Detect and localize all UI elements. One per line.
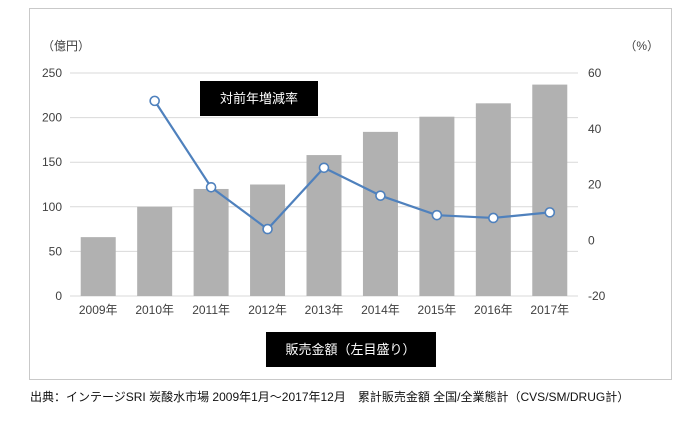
left-axis-tick: 50 <box>49 244 63 258</box>
x-axis-label: 2017年 <box>530 303 569 317</box>
combo-chart: 0 50 100 150 200 250 -20 0 20 40 60 2009年 2010年 2011年… <box>42 66 606 317</box>
x-axis-label: 2016年 <box>474 303 513 317</box>
left-axis-tick: 150 <box>42 155 62 169</box>
yoy-rate-marker <box>318 162 330 174</box>
sales-bar <box>362 131 398 296</box>
left-axis-unit-label: （億円） <box>42 39 91 53</box>
right-axis-tick: 20 <box>588 178 602 192</box>
source-caption: 出典：インテージSRI 炭酸水市場 2009年1月～2017年12月 累計販売金… <box>30 390 630 404</box>
left-axis-tick: 100 <box>42 200 62 214</box>
sales-bar <box>80 237 116 296</box>
x-axis-label: 2012年 <box>248 303 287 317</box>
bar-series-legend: 販売金額（左目盛り） <box>265 332 436 367</box>
right-axis-tick: 60 <box>588 66 602 80</box>
x-axis-label: 2009年 <box>79 303 118 317</box>
yoy-rate-marker <box>205 181 217 193</box>
right-axis-unit-label: （%） <box>624 39 659 53</box>
x-axis-label: 2015年 <box>418 303 457 317</box>
yoy-rate-marker <box>431 209 443 221</box>
sales-bar <box>137 206 173 296</box>
yoy-rate-line <box>153 100 550 231</box>
yoy-rate-marker <box>149 95 160 107</box>
x-axis-label: 2010年 <box>135 303 174 317</box>
sales-bar <box>306 155 342 296</box>
yoy-rate-marker <box>488 212 499 224</box>
right-axis-tick: 0 <box>588 233 595 247</box>
sales-bar <box>250 184 286 296</box>
right-axis-tick: -20 <box>588 289 606 303</box>
left-axis-tick: 200 <box>42 111 62 125</box>
right-axis-tick: 40 <box>588 122 602 136</box>
sales-bar <box>475 103 511 296</box>
sales-bar <box>193 188 229 296</box>
sales-bar <box>419 116 455 296</box>
x-axis-label: 2014年 <box>361 303 400 317</box>
sales-bar <box>532 84 568 296</box>
chart-frame: （億円） （%） 0 50 100 150 200 250 -20 0 20 40 60 2009年 2… <box>29 8 672 380</box>
left-axis-tick: 0 <box>55 289 62 303</box>
x-axis-label: 2011年 <box>192 303 230 317</box>
yoy-rate-marker <box>262 223 273 235</box>
yoy-rate-marker <box>375 190 386 201</box>
yoy-rate-marker <box>544 207 556 218</box>
line-series-callout: 対前年増減率 <box>200 81 319 116</box>
left-axis-tick: 250 <box>42 66 62 80</box>
x-axis-label: 2013年 <box>305 303 344 317</box>
